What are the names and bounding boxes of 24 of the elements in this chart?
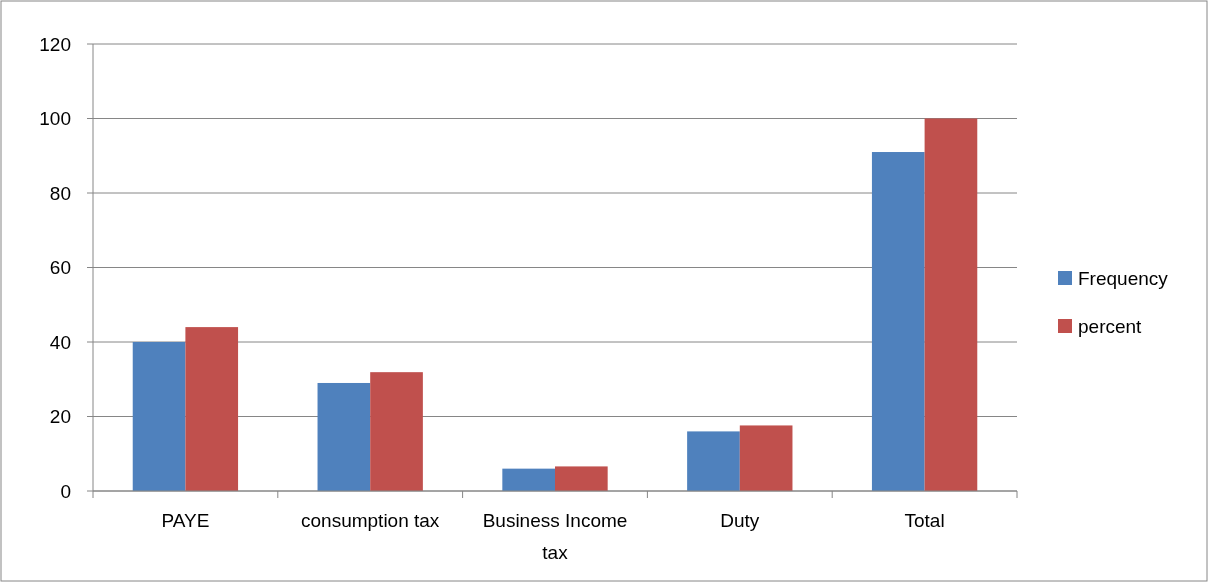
y-tick-label: 0 [60, 480, 71, 502]
bar [317, 382, 371, 491]
bar [924, 118, 978, 491]
legend-label: Frequency [1078, 267, 1169, 289]
y-tick-label: 20 [49, 406, 71, 428]
bar [370, 372, 423, 491]
bar [739, 425, 793, 491]
x-tick-label: Total [904, 510, 945, 531]
x-tick-label: Business Income tax [482, 510, 628, 563]
x-tick-label: consumption tax [301, 510, 440, 531]
y-tick-label: 120 [39, 33, 71, 55]
y-tick-label: 100 [39, 108, 71, 130]
bar [555, 466, 608, 491]
bar [871, 152, 925, 491]
y-tick-label: 80 [49, 182, 71, 204]
x-tick-label: PAYE [161, 510, 210, 531]
bar [687, 431, 740, 491]
legend-label: percent [1078, 315, 1143, 337]
y-tick-label: 40 [49, 331, 71, 353]
bar [185, 327, 239, 491]
y-tick-label: 60 [49, 257, 71, 279]
x-tick-label: Duty [720, 510, 760, 531]
bar [132, 342, 186, 491]
bar [502, 468, 555, 491]
